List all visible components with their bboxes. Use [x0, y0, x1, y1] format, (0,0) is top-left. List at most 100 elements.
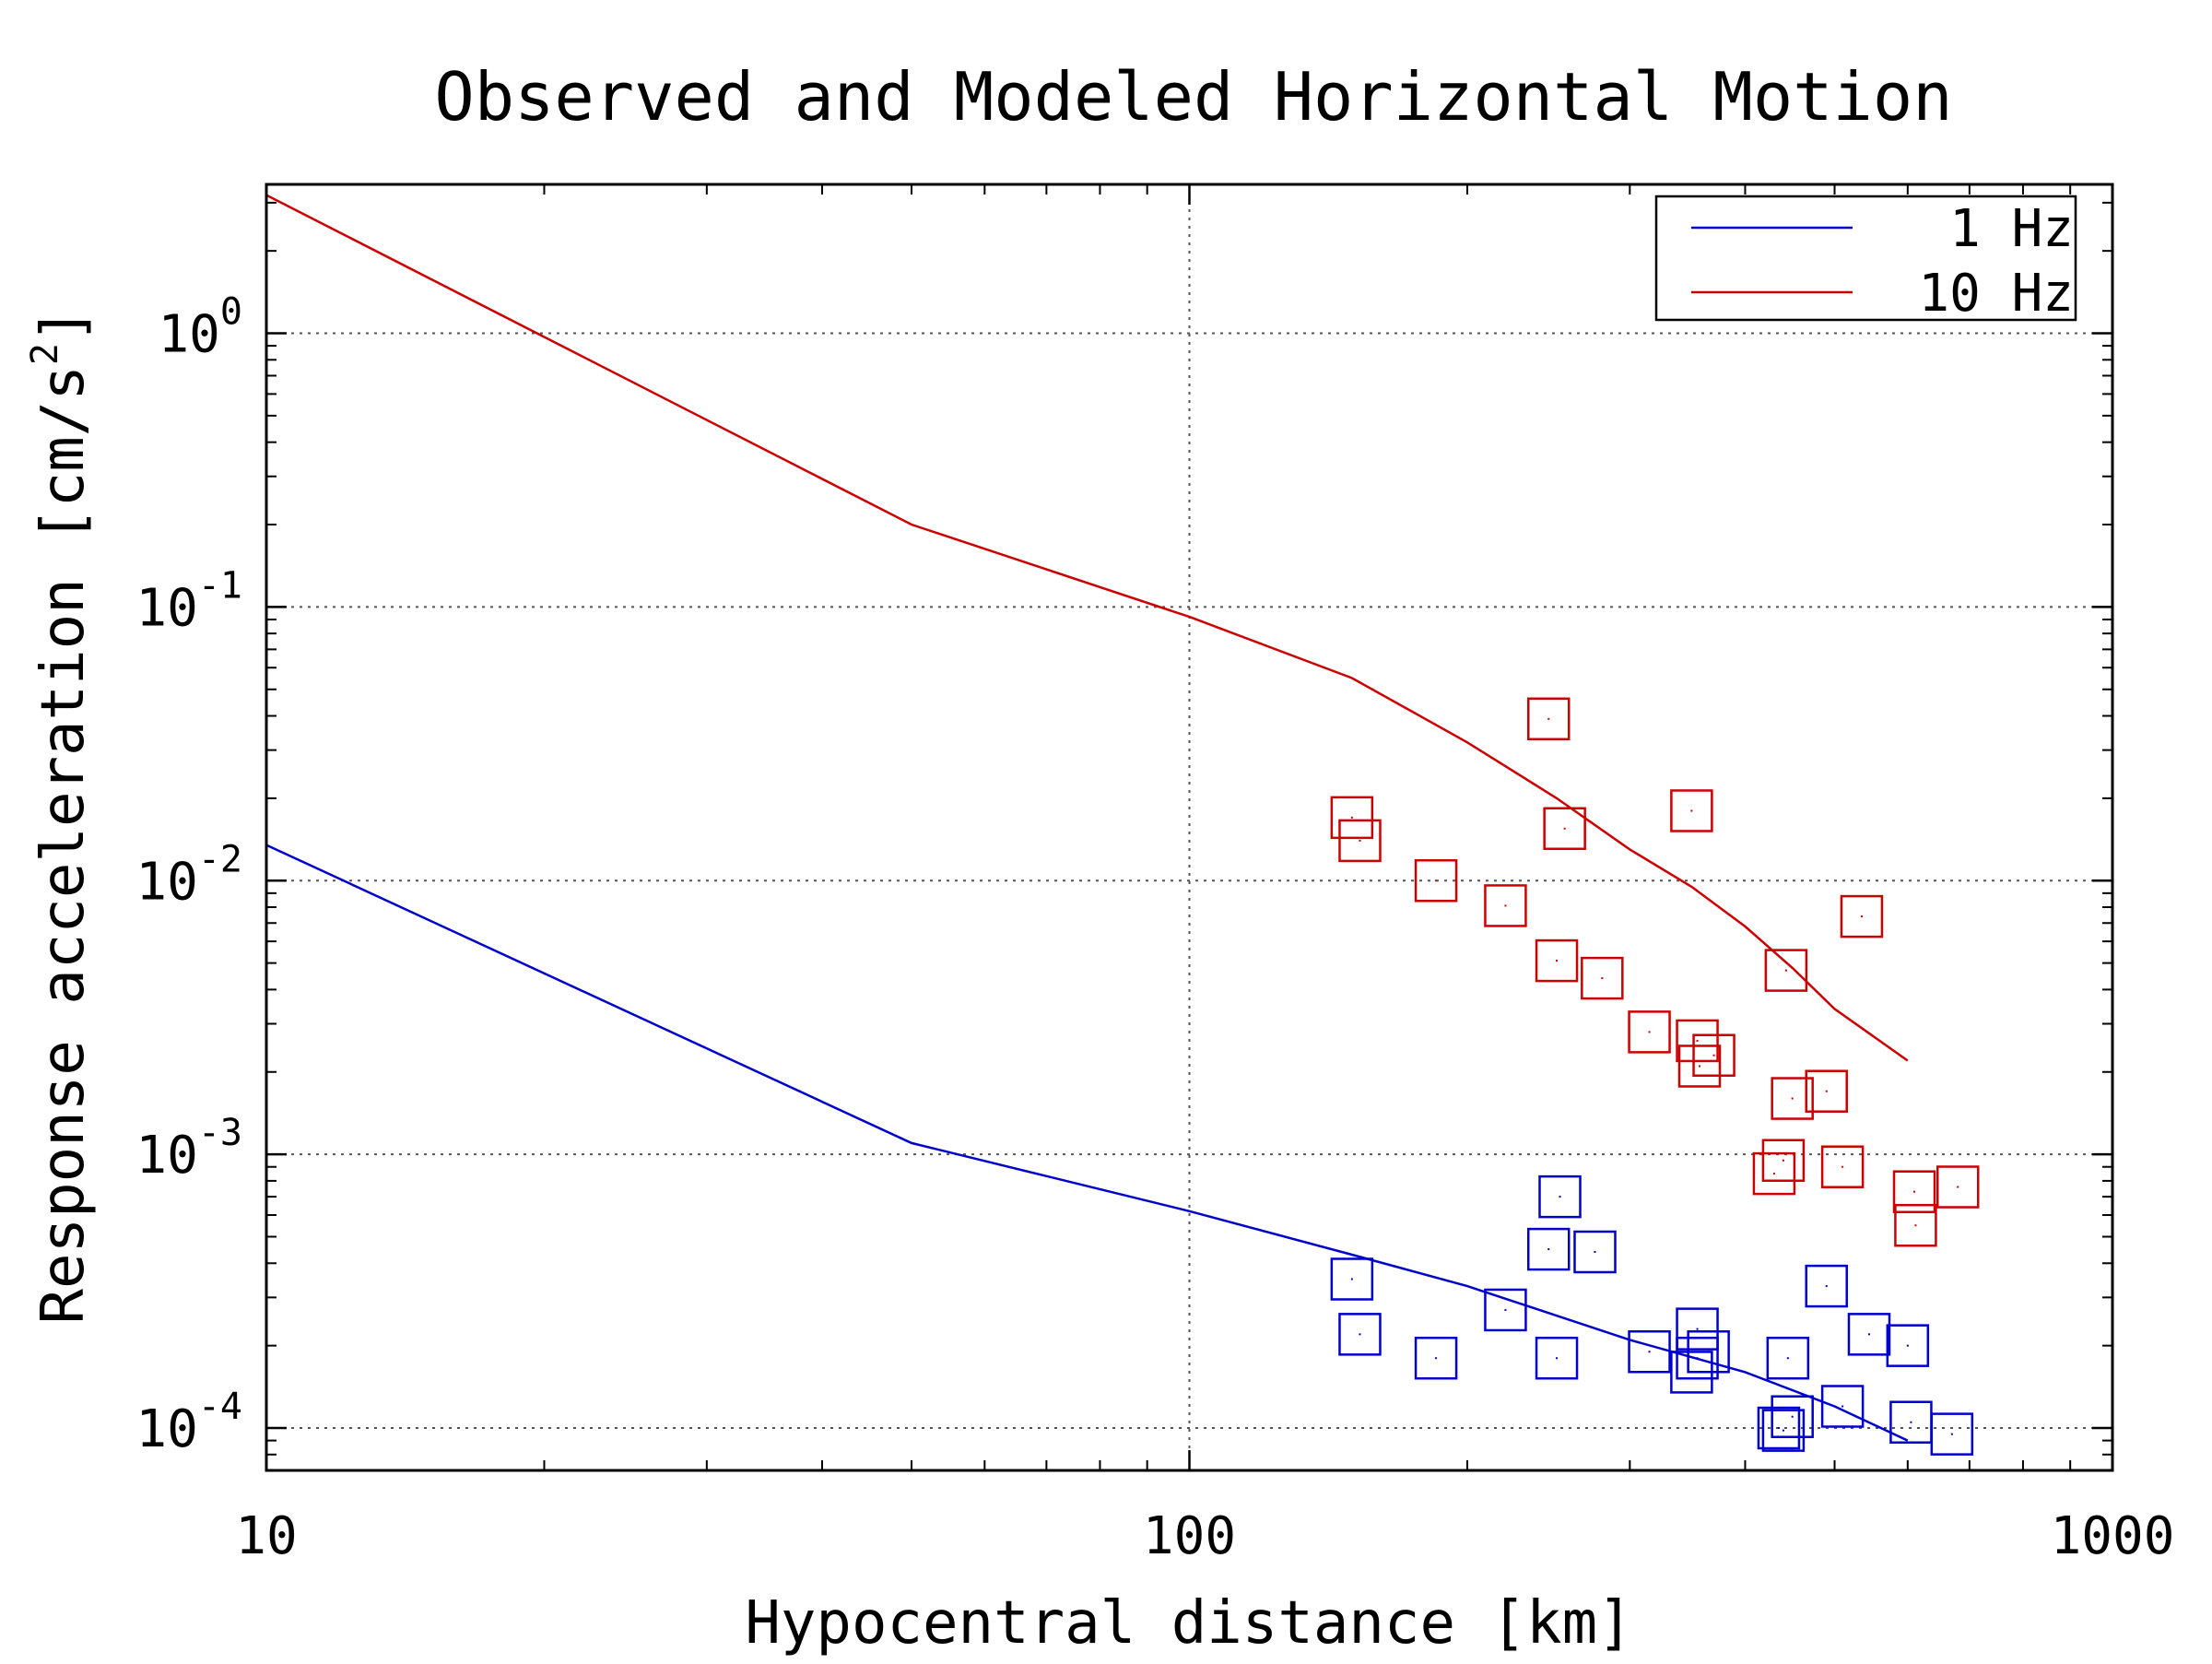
data-point — [1535, 938, 1579, 983]
data-point — [1484, 1288, 1527, 1332]
y-tick-label: 10-3 — [135, 1112, 242, 1186]
data-point — [1526, 697, 1571, 741]
data-point — [1526, 1227, 1571, 1271]
data-point — [1805, 1069, 1848, 1113]
data-point-center — [1825, 1285, 1828, 1288]
data-point — [1535, 1336, 1579, 1380]
x-axis-label: Hypocentral distance [km] — [745, 1589, 1632, 1658]
data-point — [1752, 1151, 1796, 1196]
data-point — [1692, 1033, 1735, 1078]
data-point-center — [1841, 1165, 1844, 1168]
data-point-center — [1784, 969, 1787, 972]
data-point-center — [1556, 960, 1559, 962]
data-point-center — [1696, 1039, 1699, 1042]
data-point — [1764, 949, 1808, 992]
data-point-center — [1791, 1097, 1794, 1100]
data-point-center — [1435, 879, 1438, 882]
data-point-center — [1648, 1031, 1651, 1033]
data-point-center — [1786, 1357, 1789, 1360]
data-point — [1820, 1385, 1865, 1428]
model-line — [265, 844, 1909, 1442]
y-tick-label-base: 10 — [135, 852, 197, 912]
data-point-center — [1913, 1190, 1916, 1193]
data-point — [1757, 1406, 1801, 1450]
data-point-center — [1791, 1415, 1794, 1418]
y-tick-label-exp: -4 — [198, 1386, 242, 1428]
data-point — [1414, 1336, 1458, 1380]
legend-label: 1 Hz — [1949, 199, 2074, 259]
data-point — [1894, 1203, 1937, 1247]
data-point — [1414, 859, 1458, 903]
data-point-center — [1559, 1196, 1561, 1198]
data-point-center — [1910, 1421, 1912, 1423]
x-tick-label: 10 — [235, 1506, 297, 1566]
data-point-center — [1712, 1054, 1715, 1056]
y-tick-label: 10-2 — [135, 838, 242, 912]
y-axis-label-main: Response acceleration [cm/s — [29, 365, 98, 1324]
data-point — [1628, 1010, 1671, 1054]
y-axis-label: Response acceleration [cm/s2] — [24, 308, 98, 1325]
data-point-center — [1777, 1427, 1780, 1430]
y-tick-label-base: 10 — [135, 1126, 197, 1186]
data-point-center — [1648, 1351, 1651, 1353]
y-tick-label: 100 — [158, 291, 242, 365]
data-point — [1581, 956, 1624, 1000]
ticks — [265, 184, 2114, 1471]
data-point-center — [1504, 904, 1507, 907]
chart-title: Observed and Modeled Horizontal Motion — [434, 58, 1952, 136]
data-point-center — [1563, 827, 1566, 830]
data-point-center — [1350, 1278, 1353, 1280]
data-point-center — [1841, 1405, 1844, 1408]
y-tick-label-exp: 0 — [220, 291, 242, 334]
data-point — [1330, 1257, 1374, 1301]
y-tick-label-base: 10 — [158, 305, 219, 365]
y-tick-label: 10-1 — [135, 564, 242, 638]
data-point-center — [1860, 915, 1863, 918]
data-point-center — [1435, 1357, 1438, 1360]
data-point — [1573, 1230, 1617, 1274]
data-point-center — [1547, 1248, 1550, 1251]
data-point-center — [1594, 1250, 1596, 1253]
data-point — [1771, 1077, 1814, 1120]
data-point-center — [1950, 1433, 1953, 1435]
data-point-center — [1914, 1224, 1917, 1227]
data-point — [1936, 1165, 1980, 1209]
data-point — [1338, 1313, 1382, 1356]
series-layer — [265, 194, 1980, 1456]
data-point — [1761, 1409, 1806, 1452]
data-point-center — [1504, 1308, 1507, 1311]
data-point — [1840, 894, 1884, 938]
data-point-center — [1359, 839, 1361, 842]
series-1 — [265, 194, 1980, 1247]
data-point — [1676, 1019, 1719, 1063]
data-point-center — [1957, 1186, 1959, 1188]
model-line — [265, 194, 1909, 1062]
data-point — [1670, 789, 1713, 832]
data-point — [1847, 1313, 1891, 1356]
data-point — [1820, 1145, 1865, 1188]
data-point — [1766, 1336, 1810, 1380]
data-point-center — [1772, 1173, 1775, 1175]
y-axis-label-sup: 2 — [24, 343, 66, 365]
y-tick-label-base: 10 — [135, 1399, 197, 1459]
data-point — [1538, 1174, 1582, 1219]
data-point — [1805, 1264, 1848, 1308]
x-tick-label: 1000 — [2051, 1506, 2175, 1566]
grid — [266, 184, 2112, 1470]
legend-label: 10 Hz — [1918, 264, 2074, 324]
data-point-center — [1547, 717, 1550, 720]
data-point — [1628, 1330, 1671, 1374]
data-point-center — [1696, 1357, 1699, 1360]
data-point — [1677, 1044, 1722, 1088]
series-0 — [265, 844, 1974, 1456]
y-tick-label-base: 10 — [135, 578, 197, 638]
data-point — [1761, 1139, 1806, 1183]
data-point — [1543, 807, 1586, 851]
data-point-center — [1782, 1159, 1784, 1162]
data-point — [1930, 1412, 1974, 1456]
data-point-center — [1690, 809, 1693, 812]
legend-box — [1654, 195, 2077, 322]
